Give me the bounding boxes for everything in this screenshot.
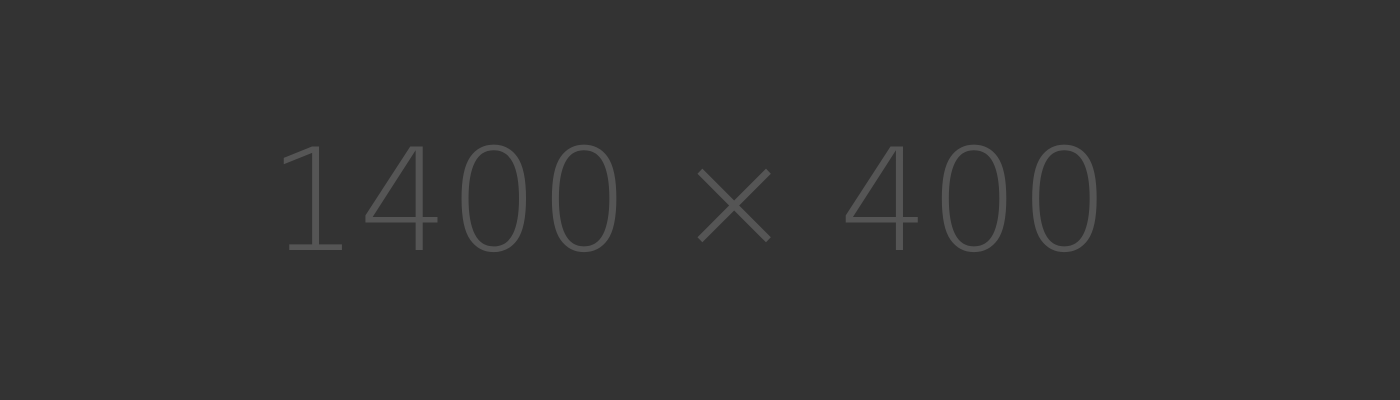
placeholder-dimensions-label: 1400 × 400: [268, 119, 1110, 284]
